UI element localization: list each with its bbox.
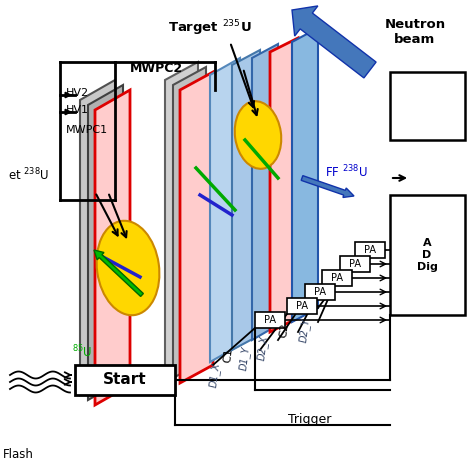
Bar [255,312,285,328]
Text: PA: PA [314,287,326,297]
Text: PA: PA [296,301,308,311]
Text: Flash: Flash [3,448,34,462]
Text: C2: C2 [278,322,290,338]
Text: D2_X: D2_X [256,335,270,361]
Bar [75,365,175,395]
Text: Trigger: Trigger [288,413,332,427]
Text: $^{85}$U: $^{85}$U [72,344,92,360]
Text: Neutron
beam: Neutron beam [384,18,446,46]
Bar [390,195,465,315]
Text: D1_Y: D1_Y [238,345,252,371]
Polygon shape [95,90,130,405]
Text: C1: C1 [222,347,234,363]
Text: PA: PA [364,245,376,255]
Bar [390,72,465,140]
Polygon shape [180,72,213,383]
Text: D2_Y: D2_Y [298,317,312,343]
Text: Start: Start [103,373,147,388]
Polygon shape [173,67,206,378]
Polygon shape [80,80,115,395]
Bar [322,270,352,286]
Text: PA: PA [349,259,361,269]
Bar [340,256,370,272]
Text: MWPC2: MWPC2 [130,62,183,74]
FancyArrow shape [292,6,376,78]
Bar [305,284,335,300]
FancyArrow shape [301,176,354,198]
Text: PA: PA [264,315,276,325]
Text: HV2: HV2 [66,88,89,98]
Polygon shape [88,85,123,400]
Bar [355,242,385,258]
Polygon shape [252,44,278,340]
Ellipse shape [235,101,281,169]
Polygon shape [232,50,260,350]
Text: PA: PA [331,273,343,283]
Text: A
D
Dig: A D Dig [417,238,438,272]
Polygon shape [292,28,318,322]
Ellipse shape [97,221,159,315]
Text: MWPC1: MWPC1 [66,125,108,135]
Text: D1_X: D1_X [208,362,222,388]
Text: Target $^{235}$U: Target $^{235}$U [168,18,252,37]
Bar [287,298,317,314]
Text: HV1: HV1 [66,105,89,115]
Polygon shape [210,58,240,362]
Text: et $^{238}$U: et $^{238}$U [8,167,49,183]
Polygon shape [270,38,298,332]
Polygon shape [165,62,198,373]
Text: FF $^{238}$U: FF $^{238}$U [325,164,368,180]
FancyArrow shape [94,250,143,296]
